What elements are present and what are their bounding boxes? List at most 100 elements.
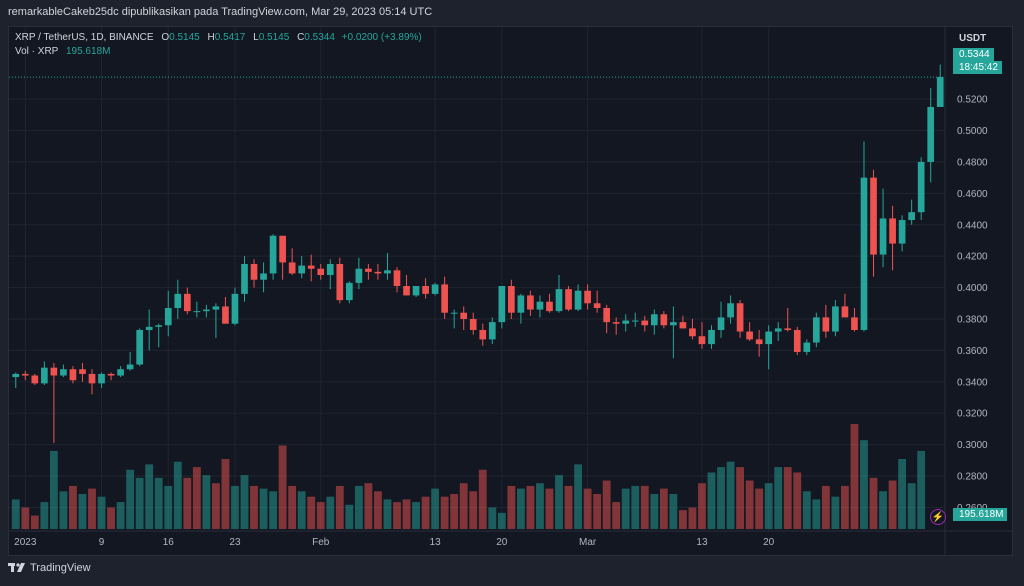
volume-bar	[307, 496, 316, 529]
volume-bar	[774, 467, 783, 529]
candle-body	[755, 339, 763, 345]
candle-body	[21, 373, 29, 376]
candle-body	[136, 329, 143, 365]
volume-bar	[88, 488, 96, 529]
candle-body	[803, 342, 811, 352]
close-value: 0.5344	[304, 32, 335, 43]
volume-bar	[145, 464, 154, 529]
candle-body	[622, 320, 630, 324]
candle-body	[422, 286, 429, 294]
y-tick-label: 0.3200	[957, 409, 988, 420]
volume-bar	[374, 491, 382, 529]
candle-body	[546, 301, 553, 312]
volume-bar	[898, 459, 907, 529]
candle-body	[98, 373, 105, 384]
y-tick-label: 0.4600	[957, 189, 988, 200]
lightning-icon[interactable]: ⚡	[930, 509, 946, 525]
volume-bar	[421, 496, 430, 529]
high-key: H	[207, 32, 215, 43]
volume-bar	[583, 488, 592, 529]
candle-body	[222, 306, 229, 324]
volume-bar	[250, 485, 258, 529]
y-tick-label: 0.5000	[957, 126, 988, 137]
volume-bar	[841, 485, 849, 529]
volume-bar	[30, 515, 39, 529]
volume-bar	[869, 477, 878, 529]
volume-bar	[650, 494, 659, 529]
x-tick-label: 16	[163, 537, 175, 548]
volume-bar	[631, 485, 640, 529]
volume-bar	[726, 461, 735, 529]
candle-body	[479, 329, 487, 340]
volume-bar	[793, 472, 802, 529]
candle-body	[288, 262, 296, 274]
volume-bar	[545, 488, 554, 529]
volume-label[interactable]: Vol · XRP	[15, 46, 59, 57]
candle-body	[536, 301, 544, 310]
candle-body	[107, 373, 115, 376]
candle-body	[860, 177, 868, 330]
low-value: 0.5145	[258, 32, 290, 43]
candle-body	[12, 373, 20, 378]
y-tick-label: 0.4200	[957, 252, 988, 263]
volume-bar	[221, 459, 230, 529]
volume-bar	[516, 488, 525, 529]
high-value: 0.5417	[214, 32, 246, 43]
candle-body	[126, 364, 134, 370]
volume-bar	[602, 480, 611, 529]
volume-bar	[450, 494, 459, 529]
candle-body	[879, 218, 887, 255]
candle-body	[431, 284, 439, 294]
footer: TradingView	[8, 562, 91, 574]
volume-bar	[212, 483, 220, 529]
volume-bar	[78, 494, 87, 529]
volume-bar	[431, 488, 440, 529]
candle-body	[50, 367, 58, 376]
symbol-label[interactable]: XRP / TetherUS, 1D, BINANCE	[15, 32, 154, 43]
candle-body	[870, 177, 877, 255]
candle-body	[469, 318, 477, 330]
candle-body	[555, 289, 563, 312]
candle-body	[145, 326, 153, 330]
volume-bar	[698, 483, 706, 529]
candle-body	[403, 286, 410, 296]
volume-bar	[11, 499, 20, 529]
candle-body	[79, 369, 86, 374]
volume-bar	[164, 485, 173, 529]
x-tick-label: 9	[99, 537, 105, 548]
volume-bar	[393, 502, 401, 529]
volume-bar	[335, 485, 344, 529]
candle-body	[164, 307, 172, 326]
volume-bar	[316, 502, 325, 529]
volume-bar	[536, 483, 544, 529]
volume-bar	[640, 485, 649, 529]
volume-bar	[240, 475, 249, 529]
candle-body	[822, 317, 830, 332]
volume-bar	[707, 472, 716, 529]
volume-bar	[278, 445, 287, 529]
volume-bar	[593, 494, 602, 529]
candle-body	[708, 329, 715, 345]
candle-body	[117, 369, 124, 376]
tradingview-logo-icon	[8, 563, 25, 572]
publish-header: remarkableCakeb25dc dipublikasikan pada …	[8, 6, 433, 18]
volume-bar	[907, 483, 916, 529]
candle-body	[727, 303, 734, 318]
candle-body	[908, 212, 915, 221]
candle-body	[793, 329, 801, 352]
brand-label[interactable]: TradingView	[30, 562, 91, 574]
volume-bar	[297, 491, 306, 529]
volume-bar	[888, 480, 897, 529]
volume-bar	[564, 485, 573, 529]
chart-panel[interactable]: 0.26000.28000.30000.32000.34000.36000.38…	[8, 26, 1013, 556]
candle-body	[460, 312, 468, 319]
volume-bar	[688, 507, 697, 529]
volume-bar	[354, 485, 363, 529]
candle-body	[307, 265, 315, 269]
candle-body	[841, 306, 849, 318]
candle-body	[508, 286, 515, 313]
volume-bar	[850, 424, 859, 529]
candle-body	[269, 235, 277, 274]
volume-bar	[288, 485, 297, 529]
price-chart[interactable]: 0.26000.28000.30000.32000.34000.36000.38…	[9, 27, 1012, 555]
